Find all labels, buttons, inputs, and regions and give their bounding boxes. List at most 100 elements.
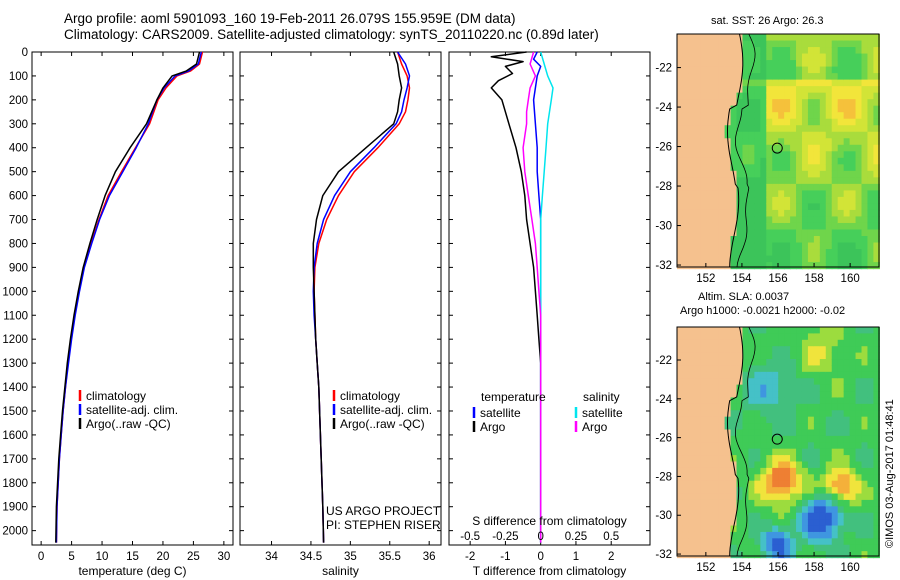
top-tick-label: 0.5: [603, 531, 619, 543]
map-cell: [873, 236, 880, 244]
map-cell: [748, 474, 755, 482]
map-cell: [807, 429, 815, 437]
map-cell: [688, 60, 696, 68]
map-cell: [867, 222, 875, 231]
map-cell: [825, 118, 833, 126]
map-cell: [718, 209, 726, 218]
map-cell: [790, 242, 797, 250]
map-cell: [688, 378, 696, 386]
map-cell: [807, 519, 815, 527]
map-cell: [807, 467, 815, 475]
map-cell: [712, 40, 720, 48]
map-cell: [718, 229, 726, 237]
map-cell: [825, 506, 833, 514]
x-tick-label: 0: [537, 551, 543, 563]
map-cell: [855, 79, 863, 87]
map-cell: [700, 551, 708, 559]
map-cell: [849, 371, 857, 379]
map-cell: [730, 525, 738, 533]
map-cell: [694, 455, 702, 463]
map-cell: [700, 403, 708, 411]
map-cell: [825, 177, 833, 185]
map-cell: [706, 391, 714, 399]
map-cell: [700, 249, 708, 257]
map-cell: [742, 544, 750, 552]
map-cell: [831, 40, 839, 48]
map-cell: [772, 249, 779, 257]
map-cell: [730, 236, 738, 244]
map-cell: [730, 397, 738, 405]
map-cell: [706, 480, 714, 488]
map-cell: [796, 99, 803, 107]
map-cell: [718, 538, 726, 546]
map-cell: [724, 506, 732, 514]
map-cell: [772, 416, 779, 424]
map-cell: [796, 435, 803, 443]
map-cell: [855, 499, 863, 507]
map-cell: [766, 512, 773, 520]
map-cell: [855, 164, 863, 172]
map-cell: [748, 538, 755, 546]
map-cell: [807, 60, 815, 68]
map-cell: [766, 66, 773, 74]
map-cell: [754, 222, 761, 231]
map-cell: [712, 105, 720, 113]
map-cell: [861, 60, 869, 68]
map-cell: [825, 455, 833, 463]
map-cell: [873, 196, 880, 205]
map-cell: [677, 53, 684, 61]
map-cell: [694, 525, 702, 533]
map-cell: [843, 339, 851, 347]
map-cell: [819, 461, 827, 469]
map-cell: [813, 346, 821, 354]
map-cell: [849, 66, 857, 74]
map-cell: [873, 40, 880, 48]
map-cell: [796, 365, 803, 373]
map-cell: [849, 249, 857, 257]
map-cell: [712, 242, 720, 250]
map-cell: [766, 151, 773, 159]
map-cell: [867, 493, 875, 501]
map-cell: [819, 196, 827, 205]
map-cell: [778, 544, 785, 552]
map-cell: [688, 531, 696, 539]
map-cell: [855, 474, 863, 482]
map-cell: [700, 525, 708, 533]
map-cell: [724, 262, 732, 270]
map-cell: [700, 34, 708, 42]
map-cell: [760, 371, 767, 379]
map-cell: [682, 448, 690, 456]
map-cell: [688, 262, 696, 270]
map-cell: [819, 487, 827, 495]
map-cell: [760, 493, 767, 501]
map-cell: [843, 448, 851, 456]
map-cell: [813, 249, 821, 257]
map-cell: [801, 236, 809, 244]
map-cell: [754, 151, 761, 159]
map-cell: [825, 262, 833, 270]
map-cell: [784, 53, 791, 61]
map-cell: [861, 448, 869, 456]
map-cell: [706, 236, 714, 244]
map-cell: [724, 66, 732, 74]
map-cell: [682, 525, 690, 533]
map-cell: [736, 519, 744, 527]
map-cell: [790, 467, 797, 475]
map-cell: [736, 499, 744, 507]
map-cell: [706, 209, 714, 218]
map-cell: [831, 144, 839, 152]
map-cell: [748, 138, 755, 146]
map-cell: [736, 112, 744, 120]
map-cell: [754, 118, 761, 126]
map-cell: [837, 47, 845, 55]
map-cell: [849, 40, 857, 48]
map-cell: [718, 487, 726, 495]
map-cell: [760, 487, 767, 495]
map-cell: [778, 435, 785, 443]
map-cell: [736, 196, 744, 205]
map-cell: [682, 339, 690, 347]
map-cell: [677, 525, 684, 533]
map-cell: [849, 86, 857, 94]
map-cell: [784, 60, 791, 68]
map-cell: [861, 442, 869, 450]
